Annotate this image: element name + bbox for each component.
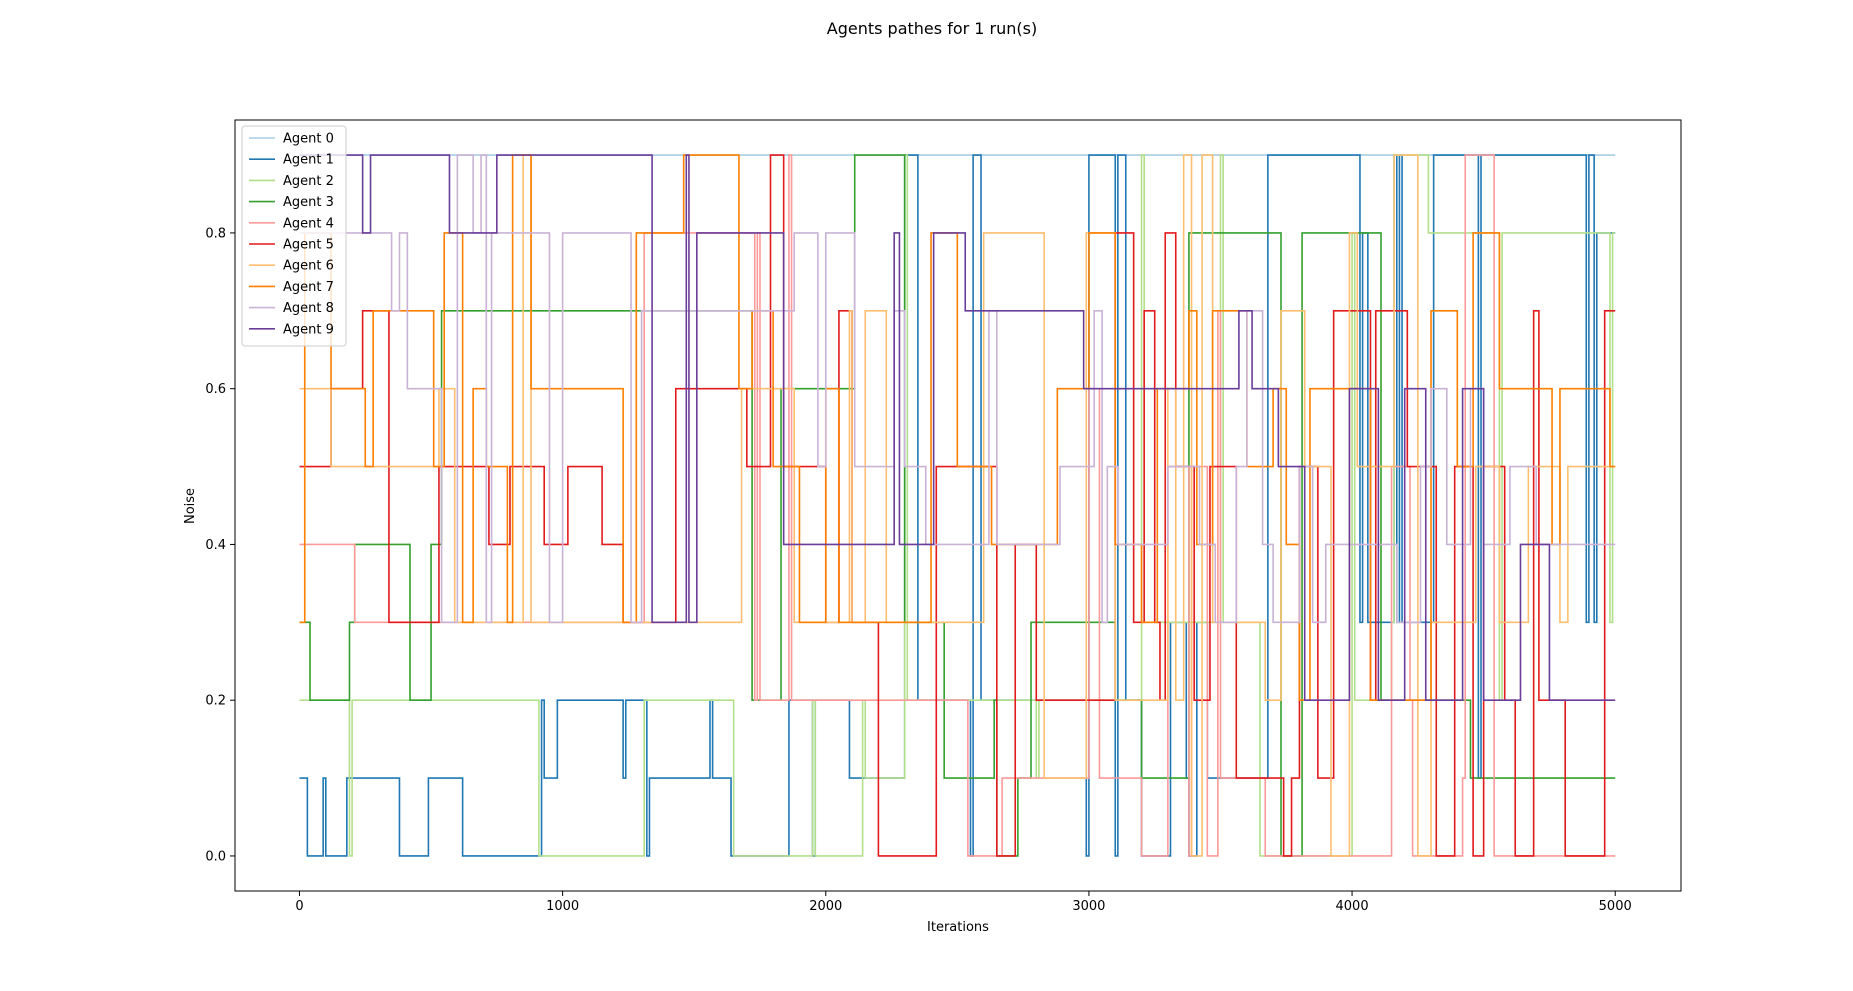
legend-label-agent-5: Agent 5 [283,238,334,253]
x-axis-label: Iterations [927,920,989,935]
series-line-agent-9 [299,154,1616,701]
legend-label-agent-6: Agent 6 [283,259,334,274]
x-tick-label: 0 [295,899,303,914]
legend-label-agent-4: Agent 4 [283,216,334,231]
y-tick-label: 0.4 [205,538,226,553]
x-tick-label: 5000 [1599,899,1632,914]
y-tick-label: 0.6 [205,382,226,397]
x-tick-label: 4000 [1336,899,1369,914]
y-tick-label: 0.2 [205,694,226,709]
legend-label-agent-7: Agent 7 [283,280,334,295]
y-ticks: 0.0 0.2 0.4 0.6 0.8 [205,226,235,864]
legend-label-agent-3: Agent 3 [283,195,334,210]
y-tick-label: 0.0 [205,849,226,864]
legend-label-agent-1: Agent 1 [283,153,334,168]
chart-title: Agents pathes for 1 run(s) [827,19,1037,38]
legend-label-agent-2: Agent 2 [283,174,334,189]
x-tick-label: 3000 [1072,899,1105,914]
series-line-agent-7 [299,154,1616,701]
x-ticks: 0 1000 2000 3000 4000 5000 [295,891,1632,914]
x-tick-label: 2000 [809,899,842,914]
plot-frame [234,119,1682,892]
y-axis-label: Noise [183,488,198,524]
legend-label-agent-0: Agent 0 [283,132,334,147]
x-tick-label: 1000 [546,899,579,914]
series-layer [299,154,1616,857]
legend: Agent 0 Agent 1 Agent 2 Agent 3 Agent 4 Agent… [241,125,347,347]
y-tick-label: 0.8 [205,226,226,241]
legend-label-agent-8: Agent 8 [283,301,334,316]
legend-label-agent-9: Agent 9 [283,322,334,337]
